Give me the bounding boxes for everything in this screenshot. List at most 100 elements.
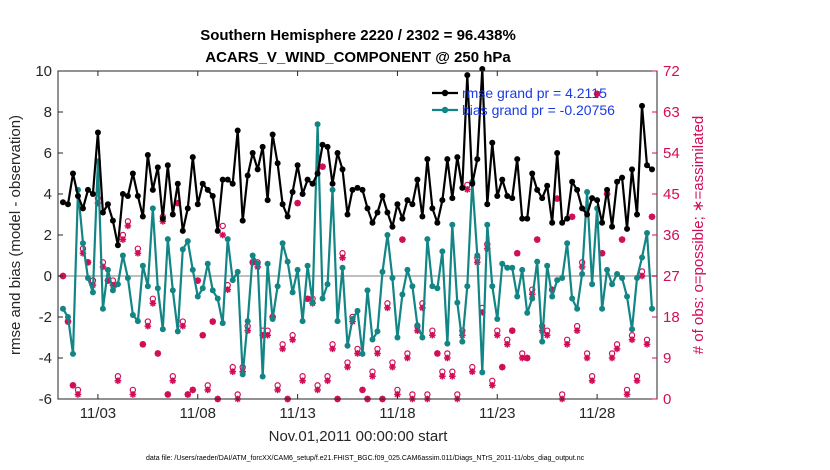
rmse-point [639, 102, 646, 109]
rmse-point [194, 201, 201, 208]
bias-point [59, 305, 66, 312]
bias-point [199, 285, 206, 292]
rmse-point [439, 197, 446, 204]
left-tick-label: -4 [39, 350, 52, 367]
obs-assimilated-point [444, 354, 451, 362]
legend-rmse-marker [441, 89, 449, 97]
rmse-point [109, 217, 116, 224]
bias-point [429, 283, 436, 290]
obs-assimilated-point [464, 186, 471, 193]
rmse-point [169, 211, 176, 218]
rmse-point [524, 215, 531, 222]
x-tick-label: 11/18 [379, 405, 415, 422]
rmse-point [279, 201, 286, 208]
rmse-point [619, 174, 626, 181]
right-tick-label: 63 [663, 104, 680, 121]
rmse-point [614, 178, 621, 185]
rmse-point [469, 180, 476, 187]
rmse-point [74, 193, 81, 200]
rmse-point [244, 172, 251, 179]
bias-point [464, 283, 471, 290]
bias-point [409, 283, 416, 290]
bias-point [309, 299, 316, 306]
rmse-point [99, 209, 106, 216]
bias-point [359, 350, 366, 357]
rmse-point [459, 184, 466, 191]
bias-point [579, 270, 586, 277]
rmse-point [609, 223, 616, 230]
bias-point [404, 266, 411, 273]
obs-assimilated-point [623, 391, 631, 398]
obs-assimilated-point [488, 382, 496, 389]
bias-point [399, 291, 406, 298]
bias-point [514, 293, 521, 300]
y-axis-label-left: rmse and bias (model - observation) [7, 115, 24, 355]
bias-point [139, 262, 146, 269]
bias-point [584, 188, 591, 195]
rmse-point [494, 193, 501, 200]
obs-assimilated-point [74, 391, 82, 398]
x-tick-label: 11/28 [579, 405, 615, 422]
x-axis-label: Nov.01,2011 00:00:00 start [269, 428, 449, 445]
bias-point [179, 246, 186, 253]
bias-point [489, 283, 496, 290]
obs-assimilated-point [523, 354, 531, 362]
left-tick-label: -6 [39, 391, 52, 408]
bias-point [434, 285, 441, 292]
bias-point [589, 281, 596, 288]
bias-point [154, 285, 161, 292]
rmse-point [144, 152, 151, 159]
right-tick-label: 27 [663, 268, 680, 285]
rmse-point [334, 150, 341, 156]
obs-possible-point [219, 222, 226, 230]
bias-point [384, 232, 391, 238]
bias-point [314, 121, 321, 128]
rmse-point [129, 170, 136, 177]
bias-point [144, 283, 151, 290]
rmse-point [514, 156, 521, 163]
rmse-point [329, 180, 336, 187]
bias-point [224, 236, 231, 243]
rmse-point [239, 217, 246, 224]
obs-assimilated-point [264, 331, 271, 339]
rmse-point [174, 180, 181, 187]
bias-point [459, 338, 466, 345]
bias-point [284, 258, 291, 265]
plot-area [58, 71, 657, 399]
rmse-point [354, 184, 361, 191]
obs-assimilated-point [439, 372, 446, 380]
data-file-footnote: data file: /Users/raeder/DAI/ATM_forcXX/… [146, 455, 585, 462]
rmse-point [339, 166, 346, 173]
rmse-point [649, 166, 656, 173]
obs-assimilated-point [279, 345, 286, 353]
bias-point [169, 287, 176, 294]
rmse-point [134, 193, 141, 200]
bias-point [129, 311, 136, 318]
x-tick-label: 11/08 [180, 405, 216, 422]
rmse-point [234, 127, 241, 134]
bias-point [574, 305, 581, 312]
obs-assimilated-point [219, 231, 227, 239]
bias-point [204, 260, 211, 267]
rmse-point [569, 178, 576, 185]
rmse-point [374, 209, 381, 216]
rmse-point [599, 219, 606, 226]
rmse-point [579, 205, 586, 212]
rmse-point [479, 65, 486, 72]
obs-assimilated-point [434, 350, 441, 357]
bias-point [559, 275, 566, 282]
rmse-point [79, 205, 86, 212]
rmse-point [179, 227, 186, 234]
rmse-point [644, 162, 651, 169]
x-tick-label: 11/23 [479, 405, 515, 422]
bias-point [114, 281, 121, 288]
left-tick-label: 2 [44, 227, 52, 244]
bias-point [279, 240, 286, 247]
rmse-point [229, 180, 236, 187]
legend-bias-marker [441, 106, 449, 114]
obs-assimilated-point [114, 377, 122, 385]
obs-assimilated-point [608, 354, 616, 362]
bias-point [69, 350, 76, 357]
rmse-point [324, 143, 331, 150]
left-tick-label: 8 [44, 104, 52, 121]
